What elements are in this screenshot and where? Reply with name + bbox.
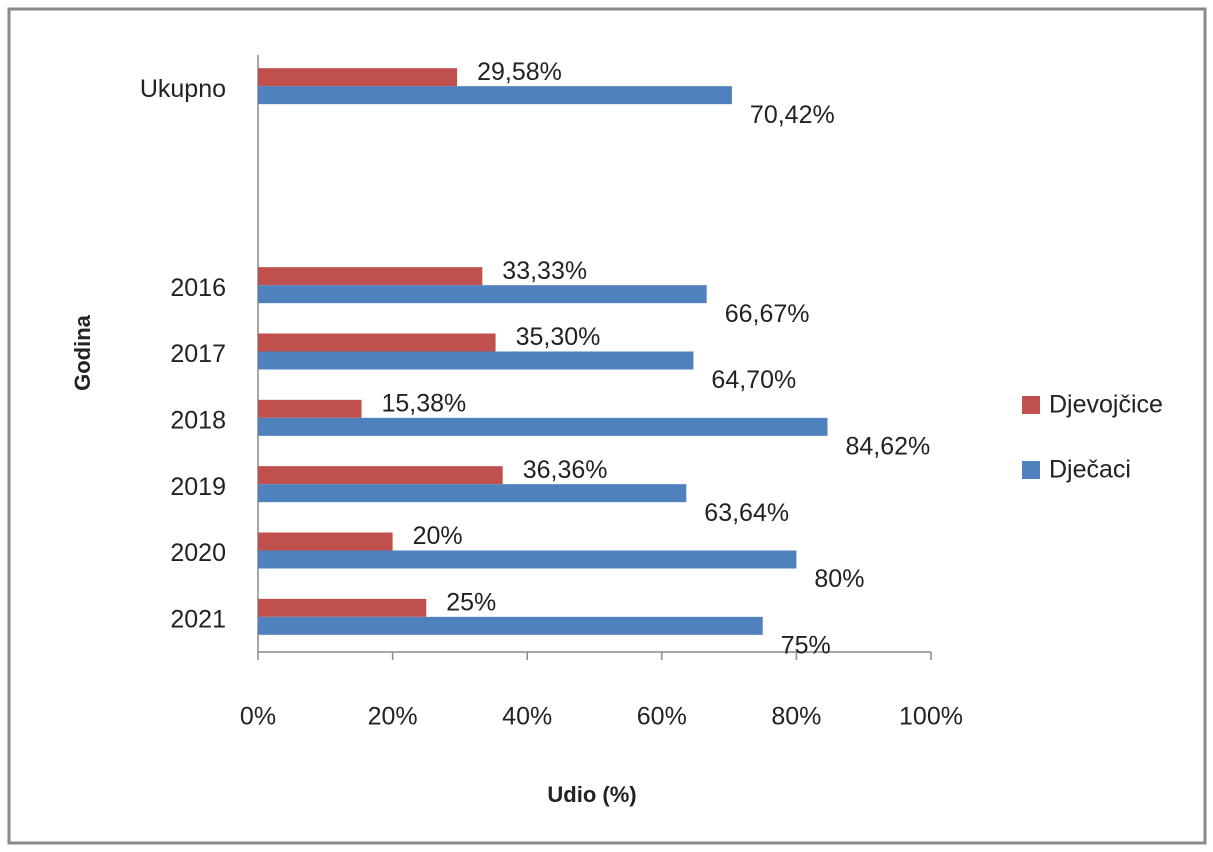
y-axis-title: Godina	[70, 314, 95, 391]
x-axis-title: Udio (%)	[547, 782, 636, 807]
x-tick-label: 20%	[368, 703, 418, 731]
legend-swatch	[1022, 461, 1040, 479]
legend-label: Dječaci	[1049, 456, 1131, 484]
data-label: 25%	[446, 588, 496, 616]
data-label: 35,30%	[516, 323, 601, 351]
bar	[258, 399, 362, 418]
data-label: 20%	[413, 522, 463, 550]
y-tick-label: 2019	[170, 473, 226, 501]
y-tick-label: 2021	[170, 605, 226, 633]
bar	[258, 598, 427, 617]
bar	[258, 616, 763, 635]
bar	[258, 285, 707, 304]
bar	[258, 484, 687, 503]
y-tick-label: 2020	[170, 539, 226, 567]
bar	[258, 267, 483, 286]
data-label: 80%	[814, 565, 864, 593]
y-tick-label: 2016	[170, 274, 226, 302]
data-label: 84,62%	[845, 432, 930, 460]
data-label: 36,36%	[523, 456, 608, 484]
bar	[258, 68, 458, 87]
y-tick-label: 2018	[170, 406, 226, 434]
data-label: 33,33%	[502, 257, 587, 285]
data-label: 15,38%	[382, 389, 467, 417]
legend-swatch	[1022, 396, 1040, 414]
data-label: 75%	[781, 631, 831, 659]
legend-label: Djevojčice	[1049, 391, 1163, 419]
y-tick-label: 2017	[170, 340, 226, 368]
bar	[258, 417, 828, 436]
x-tick-label: 0%	[240, 703, 276, 731]
bar	[258, 550, 797, 569]
bar	[258, 351, 694, 370]
x-tick-label: 60%	[637, 703, 687, 731]
data-label: 63,64%	[704, 499, 789, 527]
bar	[258, 532, 393, 551]
data-label: 64,70%	[711, 366, 796, 394]
data-label: 29,58%	[477, 58, 562, 86]
data-label: 70,42%	[750, 101, 835, 129]
bar	[258, 333, 496, 352]
x-tick-label: 40%	[502, 703, 552, 731]
x-tick-label: 100%	[899, 703, 963, 731]
x-tick-label: 80%	[771, 703, 821, 731]
bar	[258, 86, 732, 105]
data-label: 66,67%	[725, 300, 810, 328]
y-tick-label: Ukupno	[140, 75, 226, 103]
bar	[258, 466, 503, 485]
